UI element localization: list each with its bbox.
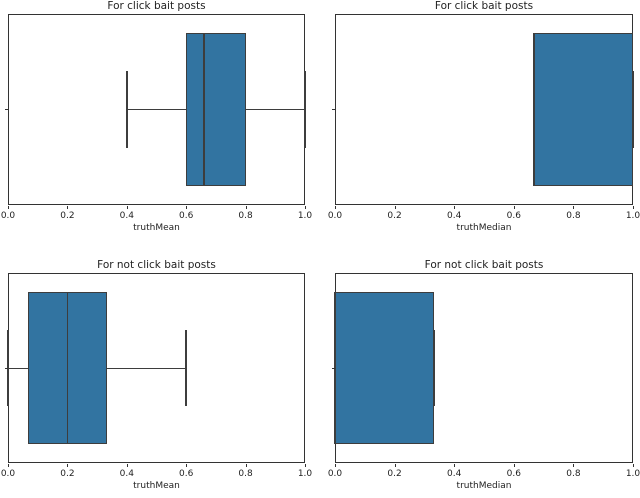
x-tick-label: 1.0 (625, 469, 640, 479)
x-tick (513, 464, 515, 467)
x-tick (305, 464, 306, 467)
x-tick-label: 0.6 (179, 469, 194, 479)
x-tick (633, 206, 634, 209)
x-tick (305, 206, 306, 209)
x-tick-label: 0.6 (506, 469, 521, 479)
x-tick-label: 0.2 (60, 469, 75, 479)
whisker-line-low (126, 109, 187, 110)
x-tick (126, 464, 128, 467)
x-tick (8, 206, 9, 209)
x-tick (573, 206, 575, 209)
x-axis-label: truthMean (133, 223, 180, 233)
x-tick-label: 0.2 (387, 469, 402, 479)
x-tick (67, 206, 69, 209)
x-tick-label: 0.8 (238, 211, 253, 221)
box (186, 33, 246, 186)
x-tick (633, 464, 634, 467)
x-tick-label: 0.2 (60, 211, 75, 221)
x-tick (186, 206, 188, 209)
plot-title: For not click bait posts (97, 259, 216, 271)
y-tick (332, 109, 335, 110)
y-tick (5, 367, 8, 369)
x-tick (394, 464, 396, 467)
x-tick-label: 1.0 (297, 469, 313, 479)
whisker-line-high (106, 367, 187, 369)
x-axis-label: truthMedian (456, 223, 512, 233)
box (533, 33, 633, 186)
y-tick (5, 109, 8, 110)
x-tick-label: 0.4 (119, 469, 134, 479)
x-tick (126, 206, 128, 209)
x-tick (186, 464, 188, 467)
x-tick (335, 464, 336, 467)
y-tick (332, 367, 335, 369)
x-axis-label: truthMean (133, 481, 180, 491)
x-tick-label: 0.0 (0, 469, 16, 479)
x-tick-label: 0.6 (179, 211, 194, 221)
box (335, 292, 435, 444)
x-tick-label: 0.8 (238, 469, 253, 479)
whisker-cap-high (185, 330, 187, 406)
x-tick-label: 0.8 (566, 211, 581, 221)
plot-title: For click bait posts (434, 0, 534, 12)
x-tick (8, 464, 9, 467)
median-line (66, 292, 69, 444)
x-tick-label: 1.0 (625, 211, 640, 221)
x-tick-label: 0.4 (119, 211, 134, 221)
plot-title: For click bait posts (107, 0, 206, 12)
whisker-cap-high (632, 71, 634, 148)
whisker-line-high (245, 109, 305, 110)
x-tick-label: 1.0 (297, 211, 313, 221)
x-tick-label: 0.4 (447, 469, 462, 479)
x-tick-label: 0.0 (327, 469, 343, 479)
x-tick-label: 0.8 (566, 469, 581, 479)
x-tick-label: 0.4 (447, 211, 462, 221)
median-line (203, 33, 205, 186)
whisker-cap-low (126, 71, 128, 148)
x-tick (454, 206, 456, 209)
x-tick (394, 206, 396, 209)
whisker-cap-low (7, 330, 9, 406)
median-line (334, 292, 336, 444)
x-tick (573, 464, 575, 467)
x-tick-label: 0.2 (387, 211, 402, 221)
x-tick-label: 0.0 (327, 211, 343, 221)
x-tick-label: 0.0 (0, 211, 16, 221)
x-tick (513, 206, 515, 209)
whisker-cap-high (433, 330, 435, 406)
whisker-line-low (8, 367, 28, 369)
x-tick (245, 206, 247, 209)
x-tick (335, 206, 336, 209)
median-line (533, 33, 535, 186)
plot-title: For not click bait posts (424, 259, 544, 271)
x-axis-label: truthMedian (456, 481, 512, 491)
x-tick-label: 0.6 (506, 211, 521, 221)
whisker-cap-high (304, 71, 306, 148)
x-tick (245, 464, 247, 467)
x-tick (454, 464, 456, 467)
x-tick (67, 464, 69, 467)
